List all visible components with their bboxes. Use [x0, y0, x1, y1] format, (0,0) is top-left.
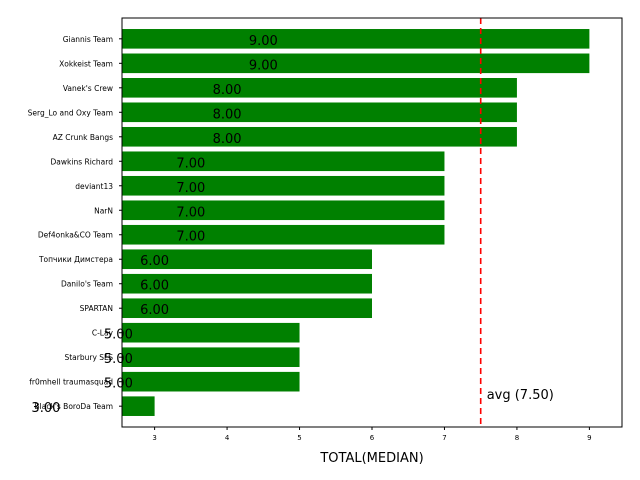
y-tick-label: C-Lav: [92, 329, 114, 338]
y-tick-label: fr0mhell traumasquad: [29, 378, 113, 387]
bar: [122, 249, 372, 270]
bar-value-label: 5.00: [104, 328, 133, 343]
bar: [122, 151, 445, 172]
y-tick-label: AZ Crunk Bangs: [53, 133, 113, 142]
y-tick-label: Black's BoroDa Team: [35, 402, 113, 411]
x-tick-label: 6: [370, 434, 375, 442]
x-tick-label: 7: [442, 434, 446, 442]
bar-value-label: 6.00: [140, 254, 169, 269]
bar-value-label: 5.00: [104, 352, 133, 367]
y-tick-label: Топчики Димстера: [38, 255, 113, 264]
y-tick-label: SPARTAN: [80, 304, 113, 313]
x-tick-label: 9: [587, 434, 591, 442]
y-tick-label: deviant13: [75, 182, 113, 191]
x-tick-label: 4: [225, 434, 230, 442]
y-axis-ticks: Giannis Team Xokkeist Team Vanek's Crew Ser…: [28, 35, 122, 411]
bar-value-label: 7.00: [176, 156, 205, 171]
bar: [122, 371, 300, 392]
x-tick-label: 3: [152, 434, 156, 442]
bar-value-label: 8.00: [213, 83, 242, 98]
value-labels-group: 9.00 9.00 8.00 8.00 8.00 7.00 7.00 7.00 7.00 6.00…: [31, 34, 277, 416]
y-tick-label: Serg_Lo and Oxy Team: [28, 108, 113, 117]
bar-value-label: 9.00: [249, 34, 278, 49]
bars-group: [122, 29, 590, 416]
bar: [122, 102, 517, 123]
bar: [122, 322, 300, 343]
bar: [122, 126, 517, 147]
bar-value-label: 9.00: [249, 58, 278, 73]
y-tick-label: Dawkins Richard: [51, 157, 114, 166]
average-reference-label: avg (7.50): [487, 388, 554, 403]
x-tick-label: 8: [515, 434, 519, 442]
bar: [122, 347, 300, 367]
bar-value-label: 7.00: [176, 205, 205, 220]
bar-value-label: 5.00: [104, 377, 133, 392]
bar: [122, 175, 445, 196]
y-tick-label: Giannis Team: [63, 35, 113, 44]
bar: [122, 396, 155, 416]
bar: [122, 224, 445, 245]
y-tick-label: NarN: [94, 206, 113, 215]
bar-value-label: 8.00: [213, 107, 242, 122]
y-tick-label: Danilo's Team: [61, 280, 113, 289]
x-axis-ticks: 3 4 5 6 7 8 9: [152, 427, 592, 442]
reference-line-group: avg (7.50): [479, 18, 554, 427]
x-axis-label: TOTAL(MEDIAN): [319, 451, 423, 466]
y-tick-label: Xokkeist Team: [59, 59, 113, 68]
bar-value-label: 7.00: [176, 230, 205, 245]
bar: [122, 53, 590, 74]
bar: [122, 200, 445, 221]
bar-value-label: 7.00: [176, 181, 205, 196]
bar: [122, 29, 590, 49]
y-tick-label: Starbury SLS: [64, 353, 113, 362]
y-tick-label: Vanek's Crew: [63, 84, 113, 93]
bar: [122, 298, 372, 319]
x-tick-label: 5: [297, 434, 301, 442]
y-tick-label: Def4onka&CO Team: [38, 231, 113, 240]
bar-value-label: 6.00: [140, 303, 169, 318]
bar: [122, 78, 517, 98]
bar-value-label: 8.00: [213, 132, 242, 147]
bar: [122, 273, 372, 294]
bar-value-label: 3.00: [31, 401, 60, 416]
bar-value-label: 6.00: [140, 279, 169, 294]
